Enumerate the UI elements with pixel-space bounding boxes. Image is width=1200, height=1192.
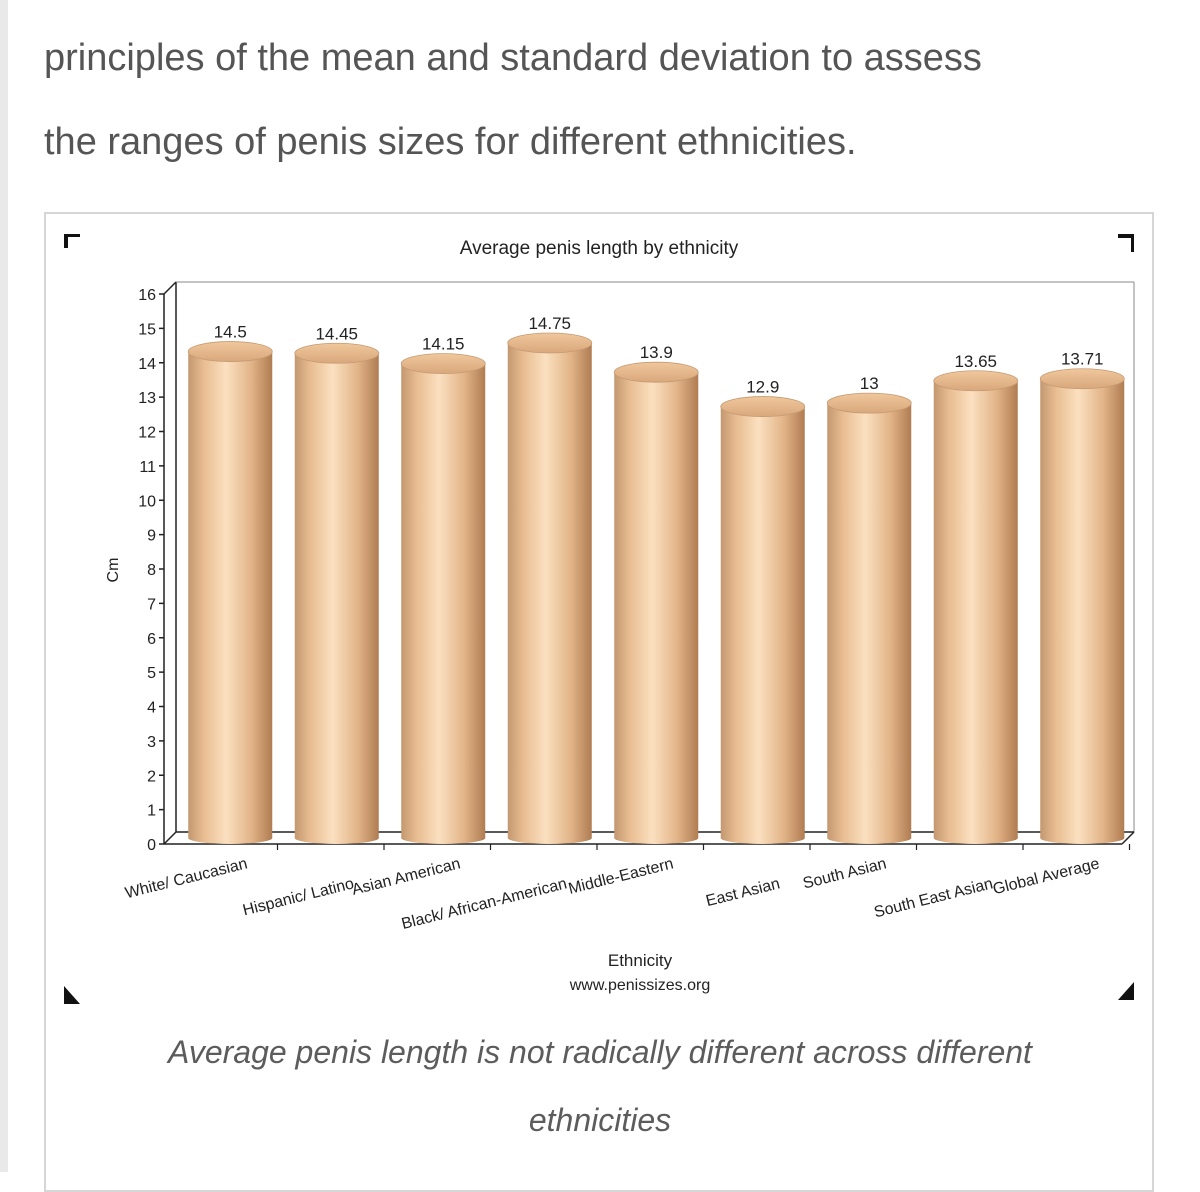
bar [933, 370, 1019, 844]
y-tick-label: 7 [147, 596, 156, 613]
intro-line-1: principles of the mean and standard devi… [44, 37, 982, 79]
bar-cap [400, 353, 486, 374]
x-category-label: Hispanic/ Latino [241, 875, 356, 919]
x-category-label: Middle-Eastern [567, 855, 676, 898]
bar-base [1040, 832, 1125, 844]
bar-body [401, 363, 486, 838]
bar-body [827, 403, 912, 838]
y-tick-label: 2 [147, 768, 156, 785]
bar-value-label: 13.65 [954, 352, 997, 371]
y-tick-label: 3 [147, 734, 156, 751]
x-axis-label: Ethnicity [608, 951, 673, 970]
y-axis-top-connector [163, 281, 177, 295]
chart-source: www.penissizes.org [569, 977, 711, 994]
y-tick-label: 5 [147, 665, 156, 682]
x-category-label: South East Asian [872, 875, 994, 921]
bar-base [294, 832, 379, 844]
bar-body [614, 372, 699, 838]
bar-base [188, 832, 273, 844]
bar [720, 396, 806, 844]
x-category-label: White/ Caucasian [123, 855, 249, 902]
y-tick-label: 10 [138, 493, 156, 510]
bar-value-label: 13.9 [640, 343, 673, 362]
bar-value-label: 13 [860, 374, 879, 393]
corner-marker-bottom-right [1118, 982, 1134, 1000]
x-category-label: South Asian [801, 855, 888, 892]
y-tick-label: 8 [147, 562, 156, 579]
bar [826, 392, 912, 844]
bar-base [401, 832, 486, 844]
bar-base [933, 832, 1018, 844]
chart-title: Average penis length by ethnicity [460, 238, 739, 259]
caption-line-2: ethnicities [528, 1102, 672, 1138]
caption-line-1: Average penis length is not radically di… [168, 1034, 1032, 1070]
y-tick-label: 4 [147, 700, 156, 717]
bar-body [1040, 378, 1125, 838]
bar-cap [294, 342, 380, 364]
y-tick-label: 1 [147, 803, 156, 820]
corner-marker-top-left [64, 234, 80, 248]
x-category-label: Global Average [991, 855, 1101, 898]
bar-cap [1039, 368, 1125, 390]
bar [1039, 368, 1125, 844]
bar [187, 341, 273, 844]
bar [613, 361, 699, 844]
bar-cap [720, 396, 806, 417]
bar [400, 353, 486, 844]
corner-marker-top-right [1118, 234, 1134, 252]
y-tick-label: 15 [138, 321, 156, 338]
x-category-label: Asian American [350, 855, 462, 898]
bar-value-label: 14.15 [422, 335, 465, 354]
bar-cap [826, 392, 912, 414]
bar-value-label: 12.9 [746, 378, 779, 397]
bar-body [720, 406, 805, 838]
bar-value-label: 14.75 [528, 314, 571, 333]
bar-body [507, 342, 592, 838]
bar-body [933, 380, 1018, 838]
bar [294, 342, 380, 844]
bar-base [827, 832, 912, 844]
floor-right [1121, 831, 1135, 845]
y-tick-label: 6 [147, 631, 156, 648]
intro-line-2: the ranges of penis sizes for different … [44, 121, 857, 163]
y-tick-label: 16 [138, 287, 156, 304]
y-tick-label: 12 [138, 425, 156, 442]
y-tick-label: 11 [139, 459, 156, 476]
bar-base [614, 832, 699, 844]
page-left-border [0, 0, 8, 1172]
intro-paragraph: principles of the mean and standard devi… [44, 16, 1164, 184]
bar-value-label: 14.5 [214, 323, 247, 342]
x-category-label: East Asian [704, 875, 781, 910]
bar-base [507, 832, 592, 844]
y-tick-label: 9 [147, 528, 156, 545]
bar-cap [933, 370, 1019, 392]
floor-left [163, 831, 177, 845]
bar-value-label: 13.71 [1061, 350, 1104, 369]
bar-cap [507, 332, 593, 354]
bar-body [294, 353, 379, 838]
bar-base [720, 832, 805, 844]
y-tick-label: 13 [138, 390, 156, 407]
bar-chart: Average penis length by ethnicity 012345… [64, 234, 1135, 1004]
corner-marker-bottom-left [64, 986, 80, 1004]
figure-caption: Average penis length is not radically di… [100, 1018, 1100, 1154]
bar-value-label: 14.45 [315, 324, 358, 343]
bar-cap [613, 361, 699, 383]
bar [507, 332, 593, 844]
y-tick-label: 0 [147, 837, 156, 854]
x-category-label: Black/ African-American [400, 875, 569, 933]
y-axis-label: Cm [105, 558, 122, 583]
y-tick-label: 14 [138, 356, 156, 373]
bar-body [188, 351, 273, 838]
bar-cap [187, 341, 273, 362]
